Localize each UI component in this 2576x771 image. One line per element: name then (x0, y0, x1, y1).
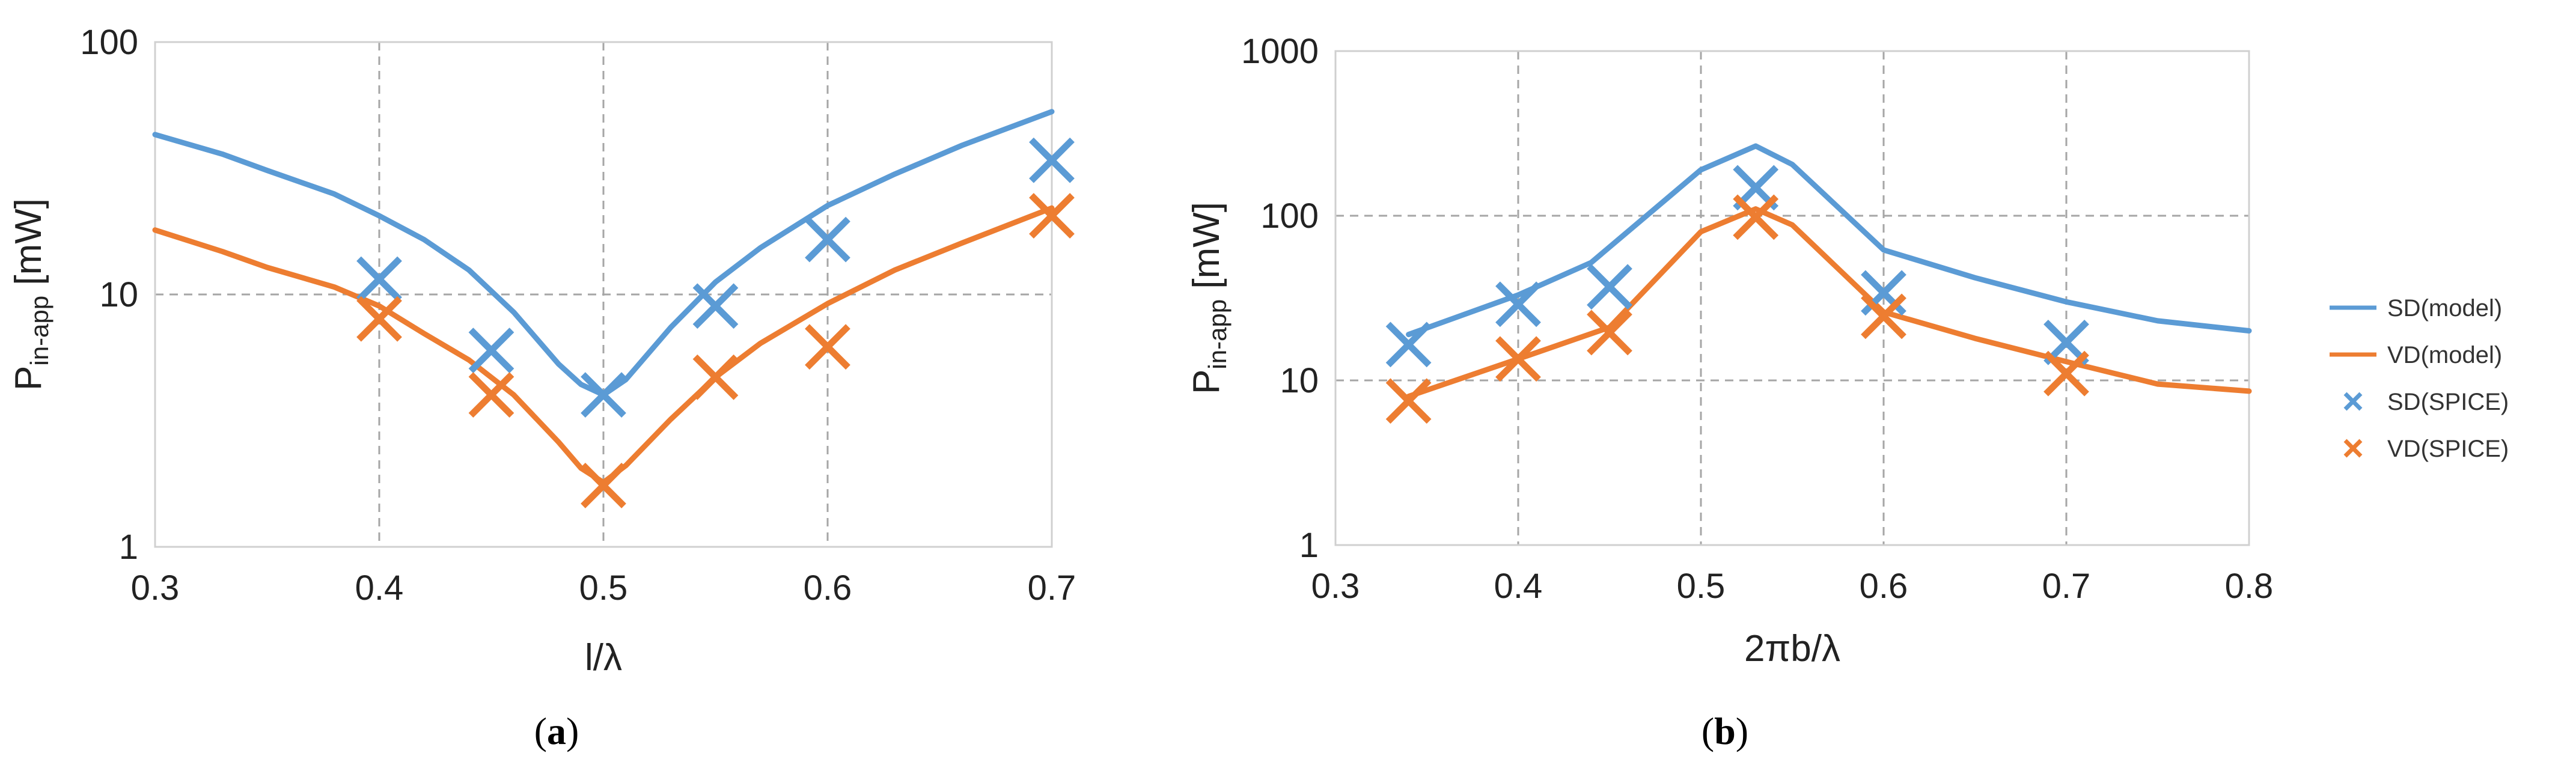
legend-label: VD(SPICE) (2387, 436, 2509, 462)
chart-a-xtick-label: 0.5 (579, 568, 628, 608)
chart-a-ytick-label: 10 (99, 275, 138, 314)
chart-a-series-vd-model (152, 205, 1055, 486)
chart-b-point-vd-spice (1733, 194, 1779, 240)
chart-b-y-ticks: 1 10 100 1000 (1241, 32, 1319, 565)
chart-b-xtick-label: 0.7 (2042, 567, 2091, 606)
chart-a-xtick-label: 0.3 (131, 568, 180, 608)
chart-a-plot-frame (154, 41, 1053, 548)
chart-b-ytick-label: 1000 (1241, 32, 1319, 71)
chart-a-point-vd-spice (468, 372, 514, 418)
chart-a-xlabel: l/λ (585, 637, 622, 678)
chart-b-point-sd-spice (1587, 264, 1632, 310)
chart-a-xtick-label: 0.7 (1028, 568, 1076, 608)
chart-b-ylabel-unit: [mW] (1186, 202, 1227, 299)
chart-b-ytick-label: 10 (1280, 361, 1319, 400)
chart-b-caption: (b) (1702, 710, 1748, 752)
chart-a-caption: (a) (534, 710, 579, 752)
legend: SD(model) VD(model) SD(SPICE) VD(SPICE) (2330, 295, 2509, 462)
chart-a-ytick-label: 100 (80, 23, 138, 62)
legend-label: VD(model) (2387, 342, 2502, 368)
chart-b-ytick-label: 1 (1299, 526, 1319, 565)
chart-a-ylabel-main: P (8, 366, 49, 391)
chart-b-point-vd-spice (2043, 350, 2089, 397)
legend-item-vd-spice: VD(SPICE) (2343, 436, 2509, 462)
legend-swatch (2343, 392, 2363, 411)
chart-b-ylabel-sub: in-app (1203, 299, 1232, 370)
chart-a-xtick-label: 0.6 (804, 568, 852, 608)
chart-a-point-vd-spice (692, 354, 739, 400)
chart-b-xtick-label: 0.3 (1311, 567, 1360, 606)
chart-a-point-vd-spice (805, 324, 850, 370)
chart-a-ytick-label: 1 (119, 528, 138, 567)
chart-b-xtick-label: 0.5 (1677, 567, 1726, 606)
chart-b-point-sd-spice (1861, 270, 1906, 316)
chart-a-y-ticks: 1 10 100 (80, 23, 138, 567)
chart-b-plot-frame (1334, 50, 2250, 546)
chart-b: 0.3 0.4 0.5 0.6 0.7 0.8 1 10 100 1000 2πb/λ Pin-… (1186, 32, 2273, 752)
chart-b-series-sd-model (1406, 143, 2252, 338)
chart-b-point-vd-spice (1861, 293, 1906, 340)
chart-b-point-sd-spice (1385, 322, 1432, 368)
chart-b-series (1385, 143, 2252, 424)
legend-item-sd-model: SD(model) (2330, 295, 2502, 322)
chart-b-point-vd-spice (1495, 336, 1541, 382)
chart-b-ylabel: Pin-app [mW] (1186, 202, 1232, 394)
chart-b-point-sd-spice (1495, 281, 1541, 328)
chart-b-xtick-label: 0.8 (2225, 567, 2274, 606)
chart-b-x-ticks: 0.3 0.4 0.5 0.6 0.7 0.8 (1311, 567, 2274, 606)
chart-a-series-sd-model (152, 109, 1055, 398)
chart-a-gridlines (155, 42, 1052, 547)
legend-label: SD(model) (2387, 295, 2502, 322)
chart-a-point-vd-spice (1029, 193, 1075, 239)
chart-a-series (152, 109, 1075, 508)
legend-label: SD(SPICE) (2387, 389, 2509, 415)
chart-b-series-vd-model (1406, 206, 2252, 400)
chart-a-point-vd-spice (356, 296, 402, 342)
legend-item-vd-model: VD(model) (2330, 342, 2502, 368)
chart-a-point-sd-spice (356, 256, 402, 302)
chart-b-point-vd-spice (1587, 309, 1632, 356)
chart-b-point-vd-spice (1385, 378, 1432, 424)
legend-swatch (2343, 439, 2363, 458)
chart-a-ylabel-unit: [mW] (8, 198, 49, 296)
chart-a-caption-letter: a (547, 710, 566, 752)
chart-b-ytick-label: 100 (1260, 197, 1319, 236)
chart-a-point-sd-spice (1029, 137, 1075, 183)
chart-b-ylabel-main: P (1186, 370, 1227, 394)
chart-a-point-sd-spice (692, 283, 739, 329)
chart-b-gridlines (1335, 51, 2249, 545)
chart-a-ylabel: Pin-app [mW] (8, 198, 53, 391)
legend-item-sd-spice: SD(SPICE) (2343, 389, 2509, 415)
chart-a-point-vd-spice (581, 463, 626, 508)
chart-a-x-ticks: 0.3 0.4 0.5 0.6 0.7 (131, 568, 1076, 608)
chart-b-xlabel: 2πb/λ (1744, 628, 1840, 669)
chart-b-caption-letter: b (1714, 710, 1736, 752)
chart-a-point-sd-spice (468, 328, 514, 374)
chart-a-point-sd-spice (581, 372, 626, 418)
chart-a-ylabel-sub: in-app (25, 296, 53, 366)
chart-b-xtick-label: 0.4 (1494, 567, 1543, 606)
chart-a-point-sd-spice (805, 216, 850, 263)
chart-a-xtick-label: 0.4 (355, 568, 404, 608)
chart-b-xtick-label: 0.6 (1860, 567, 1908, 606)
